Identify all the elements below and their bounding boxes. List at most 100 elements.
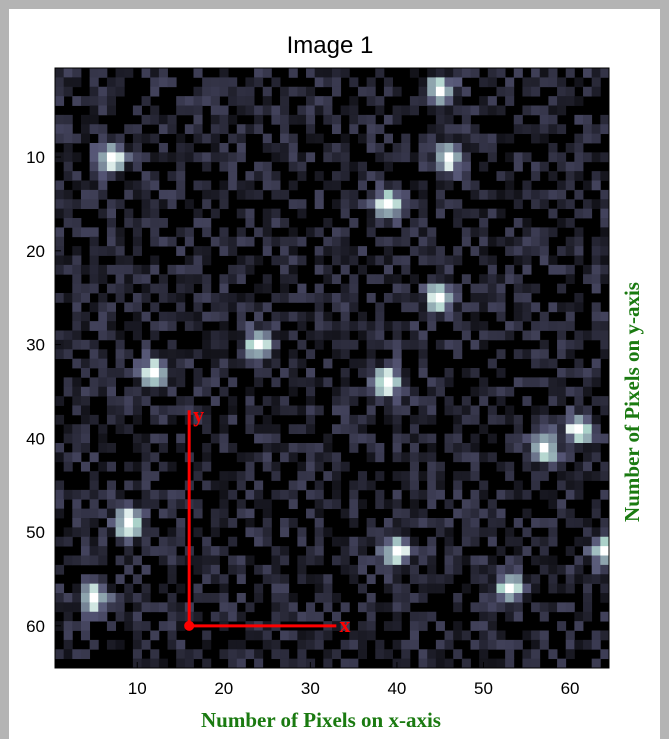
image-pixel: [513, 377, 523, 388]
image-pixel: [262, 508, 272, 519]
image-pixel: [522, 649, 532, 660]
image-pixel: [409, 227, 419, 238]
image-pixel: [72, 302, 82, 313]
image-pixel: [332, 349, 342, 360]
image-pixel: [435, 461, 445, 472]
image-pixel: [219, 499, 229, 510]
image-pixel: [245, 105, 255, 116]
image-pixel: [453, 546, 463, 556]
image-pixel: [271, 583, 281, 594]
image-pixel: [392, 452, 402, 463]
image-pixel: [435, 518, 445, 528]
image-pixel: [245, 171, 255, 181]
image-pixel: [262, 133, 272, 144]
image-pixel: [340, 208, 350, 219]
image-pixel: [55, 330, 65, 341]
image-pixel: [418, 161, 428, 172]
image-pixel: [505, 574, 515, 585]
image-pixel: [219, 77, 229, 88]
image-pixel: [349, 274, 359, 285]
image-pixel: [176, 264, 186, 275]
image-pixel: [427, 536, 437, 547]
image-pixel: [427, 564, 437, 575]
image-pixel: [228, 302, 238, 313]
image-pixel: [158, 152, 168, 163]
image-pixel: [392, 611, 402, 622]
image-pixel: [98, 527, 108, 538]
image-pixel: [80, 311, 91, 322]
image-pixel: [124, 405, 134, 416]
image-pixel: [565, 433, 575, 444]
image-pixel: [496, 518, 506, 528]
image-pixel: [98, 593, 108, 603]
image-pixel: [427, 396, 437, 406]
image-pixel: [340, 152, 350, 163]
image-pixel: [262, 302, 272, 313]
image-pixel: [55, 86, 65, 97]
image-pixel: [124, 283, 134, 294]
image-pixel: [366, 339, 376, 350]
image-pixel: [132, 461, 142, 472]
image-pixel: [487, 264, 497, 275]
image-pixel: [418, 246, 428, 256]
image-pixel: [539, 339, 549, 350]
origin-dot: [184, 620, 195, 631]
image-pixel: [513, 199, 523, 210]
image-pixel: [383, 564, 393, 575]
image-pixel: [314, 518, 324, 528]
image-pixel: [219, 508, 229, 519]
image-pixel: [63, 339, 73, 350]
image-pixel: [63, 424, 73, 435]
image-pixel: [55, 114, 65, 125]
image-pixel: [219, 583, 229, 594]
image-pixel: [487, 236, 497, 247]
image-pixel: [106, 368, 116, 378]
image-pixel: [115, 86, 125, 97]
image-pixel: [548, 152, 558, 163]
image-pixel: [314, 536, 324, 547]
image-pixel: [280, 274, 290, 285]
image-pixel: [80, 414, 91, 425]
image-pixel: [72, 180, 82, 191]
image-pixel: [245, 405, 255, 416]
image-pixel: [531, 321, 541, 331]
image-pixel: [470, 489, 480, 500]
image-pixel: [392, 236, 402, 247]
image-pixel: [548, 396, 558, 406]
image-pixel: [332, 461, 342, 472]
image-pixel: [124, 396, 134, 406]
image-pixel: [323, 358, 333, 369]
image-pixel: [297, 199, 307, 210]
image-pixel: [583, 180, 593, 191]
image-pixel: [583, 68, 593, 78]
image-pixel: [228, 358, 238, 369]
image-pixel: [202, 283, 212, 294]
image-pixel: [435, 386, 445, 397]
image-pixel: [167, 621, 177, 631]
image-pixel: [254, 330, 264, 341]
image-pixel: [193, 414, 203, 425]
image-pixel: [444, 77, 454, 88]
image-pixel: [55, 564, 65, 575]
image-pixel: [513, 424, 523, 435]
image-pixel: [487, 527, 497, 538]
image-pixel: [245, 264, 255, 275]
image-pixel: [375, 386, 385, 397]
image-pixel: [314, 283, 324, 294]
image-pixel: [340, 133, 350, 144]
image-pixel: [63, 189, 73, 200]
image-pixel: [72, 508, 82, 519]
image-pixel: [297, 555, 307, 566]
image-pixel: [72, 264, 82, 275]
image-pixel: [288, 443, 298, 453]
image-pixel: [158, 143, 168, 153]
image-pixel: [470, 527, 480, 538]
image-pixel: [80, 461, 91, 472]
image-pixel: [531, 246, 541, 256]
image-pixel: [401, 564, 411, 575]
image-pixel: [89, 227, 99, 238]
image-pixel: [531, 443, 541, 453]
image-pixel: [193, 508, 203, 519]
image-pixel: [236, 311, 246, 322]
image-pixel: [565, 339, 575, 350]
